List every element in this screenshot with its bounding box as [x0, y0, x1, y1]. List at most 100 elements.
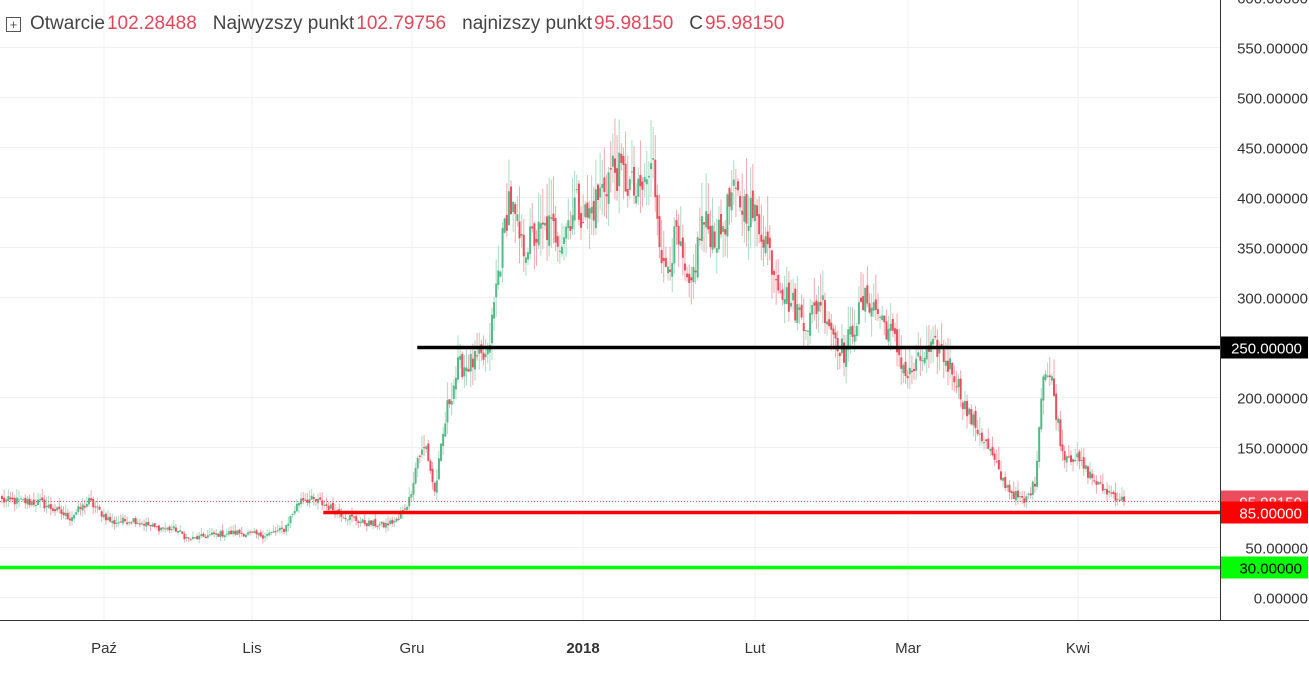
candle-body — [56, 507, 59, 511]
candle-body — [690, 277, 693, 281]
candle-body — [700, 216, 703, 242]
candle-body — [291, 513, 294, 515]
candle-body — [149, 525, 152, 527]
candle-body — [887, 328, 890, 342]
candle-body — [365, 523, 368, 527]
candle-body — [107, 517, 110, 520]
candle-body — [257, 532, 260, 536]
candle-body — [3, 497, 6, 503]
candle-body — [278, 527, 281, 531]
candle-body — [556, 236, 559, 247]
candle-body — [592, 201, 595, 221]
candle-body — [81, 504, 84, 511]
candle-body — [374, 519, 377, 527]
candle-body — [457, 357, 460, 380]
candle-body — [1103, 488, 1106, 490]
candle-body — [635, 195, 638, 204]
candle-body — [976, 429, 979, 434]
candle-body — [736, 181, 739, 191]
candle-body — [584, 204, 587, 218]
candle-body — [732, 179, 735, 186]
candle-body — [747, 225, 750, 231]
candle-body — [128, 522, 131, 524]
candle-body — [785, 287, 788, 304]
candle-body — [202, 533, 205, 537]
candle-body — [586, 202, 589, 218]
candle-body — [677, 226, 680, 245]
plus-square-icon[interactable]: + — [6, 16, 21, 32]
candle-body — [618, 152, 621, 187]
candle-body — [255, 530, 258, 535]
candle-body — [376, 525, 379, 527]
y-tick-label: 200.00000 — [1237, 391, 1308, 408]
candle-body — [227, 531, 230, 535]
candle-body — [851, 325, 854, 337]
candle-body — [1029, 493, 1032, 496]
y-tick-label: 50.00000 — [1245, 541, 1308, 558]
candle-body — [372, 520, 375, 527]
candle-body — [247, 532, 250, 535]
candle-body — [85, 503, 88, 507]
candle-body — [558, 250, 561, 252]
candle-body — [465, 367, 468, 372]
candle-body — [775, 279, 778, 281]
candle-body — [1123, 496, 1125, 502]
candle-body — [949, 358, 952, 370]
candle-body — [1118, 499, 1121, 501]
candle-body — [45, 505, 48, 507]
candle-body — [609, 167, 612, 170]
candle-body — [261, 535, 264, 539]
candle-body — [1061, 444, 1064, 452]
candle-body — [660, 250, 663, 264]
candle-body — [134, 518, 137, 525]
candle-body — [109, 516, 112, 522]
candle-body — [34, 505, 37, 507]
y-tick-label: 350.00000 — [1237, 241, 1308, 258]
candle-body — [119, 521, 122, 523]
candle-body — [136, 522, 139, 524]
candle-body — [64, 512, 67, 516]
candle-body — [859, 297, 862, 302]
candle-body — [387, 523, 390, 526]
candle-body — [622, 156, 625, 165]
candle-body — [696, 237, 699, 278]
candle-body — [624, 163, 627, 192]
candle-body — [1114, 492, 1117, 501]
candle-body — [915, 358, 918, 371]
candle-body — [543, 222, 546, 226]
candle-body — [910, 370, 913, 373]
candle-body — [978, 433, 981, 435]
candle-body — [132, 518, 135, 523]
x-tick-label: Lut — [745, 640, 767, 657]
candle-body — [96, 506, 99, 508]
candle-body — [904, 361, 907, 376]
candle-body — [160, 527, 163, 531]
candle-body — [686, 273, 689, 278]
candle-body — [836, 337, 839, 352]
candle-body — [1099, 482, 1102, 484]
candle-body — [889, 323, 892, 331]
candle-body — [995, 461, 998, 463]
candle-body — [406, 506, 409, 510]
candle-body — [1074, 459, 1077, 462]
candle-body — [317, 498, 320, 504]
candle-body — [768, 237, 771, 248]
candle-body — [83, 505, 86, 508]
candle-body — [380, 521, 383, 524]
candle-body — [370, 520, 373, 525]
candle-body — [753, 204, 756, 222]
candle-body — [569, 226, 572, 231]
candle-body — [764, 236, 767, 254]
candle-body — [872, 302, 875, 311]
candle-body — [934, 335, 937, 338]
candle-body — [467, 369, 470, 372]
candle-body — [970, 409, 973, 425]
candle-body — [1072, 459, 1075, 462]
candle-body — [1044, 374, 1047, 380]
candle-body — [198, 535, 201, 540]
candle-body — [418, 455, 421, 457]
candle-body — [972, 414, 975, 426]
candle-body — [1093, 480, 1096, 482]
candle-body — [811, 305, 814, 315]
